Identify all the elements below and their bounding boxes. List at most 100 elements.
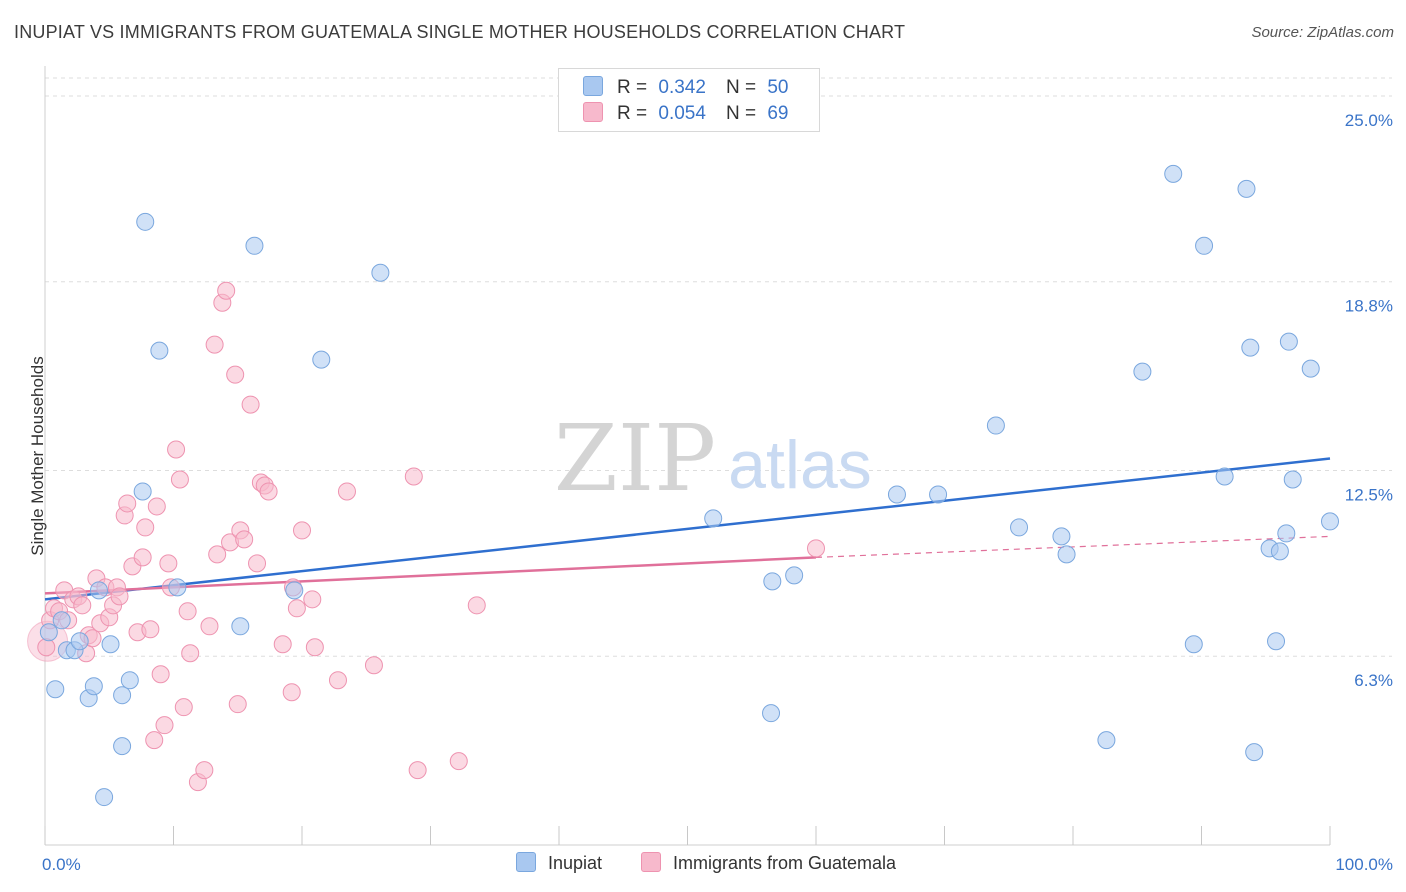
- guatemala-point: [174, 698, 193, 717]
- legend-r-value: 0.054: [658, 103, 706, 124]
- source-label: Source: ZipAtlas.com: [1251, 24, 1394, 41]
- guatemala-point: [328, 671, 347, 690]
- inupiat-point: [371, 263, 390, 282]
- guatemala-trend-extension: [815, 535, 1331, 558]
- inupiat-point: [1237, 179, 1256, 198]
- inupiat-trend-line: [44, 457, 1331, 601]
- guatemala-point: [241, 395, 260, 414]
- y-tick-label: 12.5%: [1345, 485, 1393, 504]
- guatemala-point: [145, 731, 164, 750]
- guatemala-point: [181, 644, 200, 663]
- inupiat-point: [704, 509, 723, 528]
- guatemala-point: [235, 530, 254, 549]
- legend-label-inupiat: Inupiat: [548, 853, 603, 873]
- inupiat-point: [1195, 236, 1214, 255]
- inupiat-point: [113, 686, 132, 705]
- guatemala-point: [807, 539, 825, 558]
- guatemala-point: [195, 761, 214, 780]
- guatemala-point: [248, 554, 267, 573]
- y-tick-label: 25.0%: [1345, 111, 1393, 130]
- inupiat-point: [785, 566, 804, 585]
- guatemala-point: [217, 281, 236, 300]
- inupiat-point: [1241, 338, 1260, 357]
- legend-swatch-guatemala: [583, 102, 603, 122]
- guatemala-point: [159, 554, 178, 573]
- guatemala-point: [37, 638, 56, 657]
- correlation-legend: R = 0.342 N = 50 R = 0.054 N = 69: [558, 68, 820, 132]
- guatemala-point: [118, 494, 137, 513]
- inupiat-point: [1184, 635, 1203, 654]
- axes: [44, 66, 1331, 846]
- guatemala-point: [364, 656, 383, 675]
- legend-swatch-guatemala: [641, 852, 661, 872]
- x-tick-label: 0.0%: [42, 855, 81, 874]
- legend-n-label: N =: [725, 103, 757, 124]
- inupiat-point: [1267, 632, 1286, 651]
- guatemala-point: [259, 482, 278, 501]
- inupiat-point: [285, 581, 304, 600]
- inupiat-point: [1283, 470, 1302, 489]
- y-tick-label: 18.8%: [1345, 297, 1393, 316]
- inupiat-point: [46, 680, 65, 699]
- inupiat-point: [231, 617, 250, 636]
- grid-lines: [45, 77, 1392, 657]
- guatemala-point: [73, 596, 92, 615]
- legend-item-guatemala[interactable]: Immigrants from Guatemala: [641, 852, 896, 874]
- legend-label-guatemala: Immigrants from Guatemala: [673, 853, 897, 873]
- guatemala-point: [167, 440, 186, 459]
- inupiat-point: [1301, 359, 1320, 378]
- legend-n-value: 50: [767, 77, 789, 98]
- inupiat-point: [95, 788, 114, 807]
- legend-r-label: R =: [617, 103, 648, 124]
- guatemala-point: [200, 617, 219, 636]
- guatemala-point: [228, 695, 247, 714]
- inupiat-point: [929, 485, 948, 504]
- guatemala-point: [287, 599, 306, 618]
- guatemala-point: [141, 620, 160, 639]
- guatemala-point: [151, 665, 170, 684]
- inupiat-point: [39, 623, 58, 642]
- watermark-atlas: atlas: [728, 427, 872, 503]
- guatemala-point: [178, 602, 197, 621]
- inupiat-point: [133, 482, 152, 501]
- inupiat-point: [245, 236, 264, 255]
- legend-swatch-inupiat: [583, 76, 603, 96]
- inupiat-point: [1133, 362, 1152, 381]
- inupiat-point: [1097, 731, 1116, 750]
- legend-item-inupiat[interactable]: Inupiat: [516, 852, 602, 874]
- legend-n-label: N =: [725, 77, 757, 98]
- guatemala-point: [408, 761, 427, 780]
- guatemala-point: [305, 638, 324, 657]
- inupiat-point: [1057, 545, 1076, 564]
- legend-row-guatemala: R = 0.054 N = 69: [583, 102, 788, 126]
- legend-row-inupiat: R = 0.342 N = 50: [583, 76, 788, 100]
- inupiat-point: [1279, 332, 1298, 351]
- inupiat-point: [312, 350, 331, 369]
- guatemala-point: [133, 548, 152, 567]
- inupiat-point: [1277, 524, 1296, 543]
- guatemala-point: [136, 518, 155, 537]
- tick-labels: 6.3% 12.5% 18.8% 25.0% 0.0% 100.0%: [42, 111, 1393, 874]
- x-tick-label: 100.0%: [1335, 855, 1393, 874]
- legend-r-value: 0.342: [658, 77, 706, 98]
- inupiat-point: [1164, 164, 1183, 183]
- guatemala-point: [226, 365, 245, 384]
- y-axis-label: Single Mother Households: [28, 356, 47, 556]
- legend-r-label: R =: [617, 77, 648, 98]
- guatemala-point: [273, 635, 292, 654]
- legend-n-value: 69: [767, 103, 789, 124]
- inupiat-point: [763, 572, 782, 591]
- guatemala-point: [147, 497, 166, 516]
- inupiat-point: [89, 581, 108, 600]
- inupiat-point: [101, 635, 120, 654]
- watermark: ZIP atlas: [554, 405, 872, 512]
- inupiat-point: [136, 212, 155, 231]
- inupiat-point: [52, 611, 71, 630]
- guatemala-point: [467, 596, 486, 615]
- guatemala-point: [404, 467, 423, 486]
- guatemala-point: [337, 482, 356, 501]
- guatemala-point: [449, 752, 468, 771]
- guatemala-point: [205, 335, 224, 354]
- inupiat-point: [1052, 527, 1071, 546]
